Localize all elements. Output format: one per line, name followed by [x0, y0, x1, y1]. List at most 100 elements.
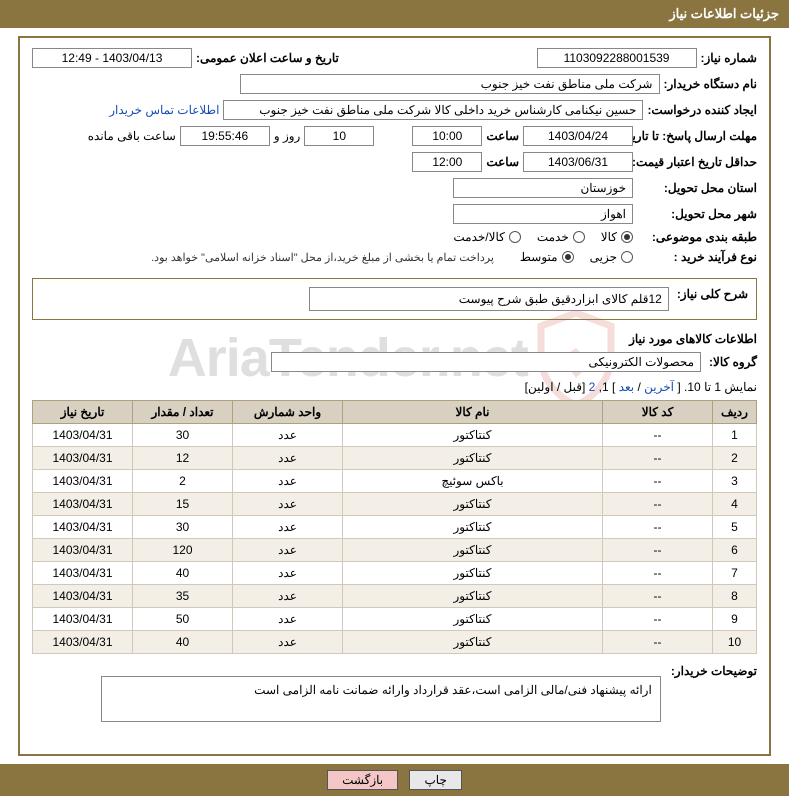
table-body: 1--کنتاکتورعدد301403/04/312--کنتاکتورعدد…: [33, 424, 757, 654]
table-cell: کنتاکتور: [343, 539, 603, 562]
contact-link[interactable]: اطلاعات تماس خریدار: [109, 103, 219, 117]
table-row: 4--کنتاکتورعدد151403/04/31: [33, 493, 757, 516]
radio-service[interactable]: خدمت: [537, 230, 585, 244]
remaining-label: ساعت باقی مانده: [88, 129, 176, 143]
deadline-date: 1403/04/24: [523, 126, 633, 146]
radio-medium[interactable]: متوسط: [520, 250, 574, 264]
table-row: 8--کنتاکتورعدد351403/04/31: [33, 585, 757, 608]
deadline-time: 10:00: [412, 126, 482, 146]
table-cell: عدد: [233, 470, 343, 493]
row-validity: حداقل تاریخ اعتبار قیمت: تا تاریخ: 1403/…: [32, 152, 757, 172]
row-process: نوع فرآیند خرید : جزیی متوسط پرداخت تمام…: [32, 250, 757, 264]
group-value: محصولات الکترونیکی: [271, 352, 701, 372]
row-requester: ایجاد کننده درخواست: حسین نیکنامی کارشنا…: [32, 100, 757, 120]
process-radios: جزیی متوسط: [520, 250, 633, 264]
table-row: 5--کنتاکتورعدد301403/04/31: [33, 516, 757, 539]
table-cell: 1403/04/31: [33, 585, 133, 608]
pager-last-link[interactable]: آخرین: [644, 380, 674, 394]
radio-goods[interactable]: کالا: [601, 230, 633, 244]
table-cell: --: [603, 585, 713, 608]
table-row: 3--باکس سوئیچعدد21403/04/31: [33, 470, 757, 493]
row-buyer-org: نام دستگاه خریدار: شرکت ملی مناطق نفت خی…: [32, 74, 757, 94]
page-title: جزئیات اطلاعات نیاز: [669, 6, 779, 21]
table-cell: --: [603, 539, 713, 562]
time-label-1: ساعت: [486, 129, 519, 143]
city-value: اهواز: [453, 204, 633, 224]
table-cell: 1403/04/31: [33, 631, 133, 654]
overview-box: شرح کلی نیاز: 12قلم کالای ابزاردقیق طبق …: [32, 278, 757, 320]
buyer-org-label: نام دستگاه خریدار:: [664, 77, 758, 91]
table-cell: --: [603, 608, 713, 631]
row-group: گروه کالا: محصولات الکترونیکی: [32, 352, 757, 372]
table-cell: کنتاکتور: [343, 493, 603, 516]
table-cell: --: [603, 447, 713, 470]
table-cell: 35: [133, 585, 233, 608]
category-radios: کالا خدمت کالا/خدمت: [453, 230, 633, 244]
validity-label: حداقل تاریخ اعتبار قیمت: تا تاریخ:: [637, 155, 757, 169]
table-cell: کنتاکتور: [343, 631, 603, 654]
back-button[interactable]: بازگشت: [327, 770, 398, 790]
table-cell: 30: [133, 516, 233, 539]
pager-next-link[interactable]: بعد: [619, 380, 634, 394]
city-label: شهر محل تحویل:: [637, 207, 757, 221]
table-cell: کنتاکتور: [343, 585, 603, 608]
table-row: 9--کنتاکتورعدد501403/04/31: [33, 608, 757, 631]
requester-value: حسین نیکنامی کارشناس خرید داخلی کالا شرک…: [223, 100, 643, 120]
table-cell: 1403/04/31: [33, 608, 133, 631]
row-deadline: مهلت ارسال پاسخ: تا تاریخ: 1403/04/24 سا…: [32, 126, 757, 146]
table-cell: 10: [713, 631, 757, 654]
process-label: نوع فرآیند خرید :: [637, 250, 757, 264]
table-header-cell: تاریخ نیاز: [33, 401, 133, 424]
table-cell: 6: [713, 539, 757, 562]
pager-mid: ] 1,: [595, 380, 618, 394]
table-cell: 1403/04/31: [33, 562, 133, 585]
table-cell: --: [603, 493, 713, 516]
table-cell: 5: [713, 516, 757, 539]
table-cell: عدد: [233, 562, 343, 585]
table-cell: --: [603, 562, 713, 585]
announce-value: 1403/04/13 - 12:49: [32, 48, 192, 68]
need-number-value: 1103092288001539: [537, 48, 697, 68]
table-cell: --: [603, 424, 713, 447]
table-cell: 1403/04/31: [33, 493, 133, 516]
table-cell: --: [603, 631, 713, 654]
radio-goods-service[interactable]: کالا/خدمت: [453, 230, 520, 244]
radio-service-label: خدمت: [537, 230, 569, 244]
goods-table: ردیفکد کالانام کالاواحد شمارشتعداد / مقد…: [32, 400, 757, 654]
table-cell: 40: [133, 631, 233, 654]
page-header: جزئیات اطلاعات نیاز: [0, 0, 789, 28]
radio-goods-service-label: کالا/خدمت: [453, 230, 504, 244]
row-buyer-notes: توضیحات خریدار: ارائه پیشنهاد فنی/مالی ا…: [32, 664, 757, 734]
deadline-label: مهلت ارسال پاسخ: تا تاریخ:: [637, 129, 757, 143]
table-cell: عدد: [233, 631, 343, 654]
table-cell: 3: [713, 470, 757, 493]
row-need-number: شماره نیاز: 1103092288001539 تاریخ و ساع…: [32, 48, 757, 68]
table-cell: عدد: [233, 424, 343, 447]
table-cell: 2: [133, 470, 233, 493]
group-label: گروه کالا:: [709, 355, 757, 369]
table-cell: کنتاکتور: [343, 562, 603, 585]
table-header-cell: تعداد / مقدار: [133, 401, 233, 424]
table-cell: کنتاکتور: [343, 516, 603, 539]
table-cell: عدد: [233, 585, 343, 608]
category-label: طبقه بندی موضوعی:: [637, 230, 757, 244]
row-province: استان محل تحویل: خوزستان: [32, 178, 757, 198]
overview-text: 12قلم کالای ابزاردقیق طبق شرح پیوست: [309, 287, 669, 311]
overview-label: شرح کلی نیاز:: [677, 287, 748, 301]
table-row: 1--کنتاکتورعدد301403/04/31: [33, 424, 757, 447]
radio-partial[interactable]: جزیی: [590, 250, 633, 264]
table-cell: کنتاکتور: [343, 608, 603, 631]
print-button[interactable]: چاپ: [409, 770, 461, 790]
days-value: 10: [304, 126, 374, 146]
table-header-row: ردیفکد کالانام کالاواحد شمارشتعداد / مقد…: [33, 401, 757, 424]
buyer-notes-label: توضیحات خریدار:: [671, 664, 757, 678]
bottom-bar: چاپ بازگشت: [0, 764, 789, 796]
pager-sep1: /: [634, 380, 644, 394]
table-cell: کنتاکتور: [343, 447, 603, 470]
table-header-cell: کد کالا: [603, 401, 713, 424]
days-and-label: روز و: [274, 129, 301, 143]
table-header-cell: ردیف: [713, 401, 757, 424]
buyer-org-value: شرکت ملی مناطق نفت خیز جنوب: [240, 74, 660, 94]
row-city: شهر محل تحویل: اهواز: [32, 204, 757, 224]
table-header-cell: واحد شمارش: [233, 401, 343, 424]
